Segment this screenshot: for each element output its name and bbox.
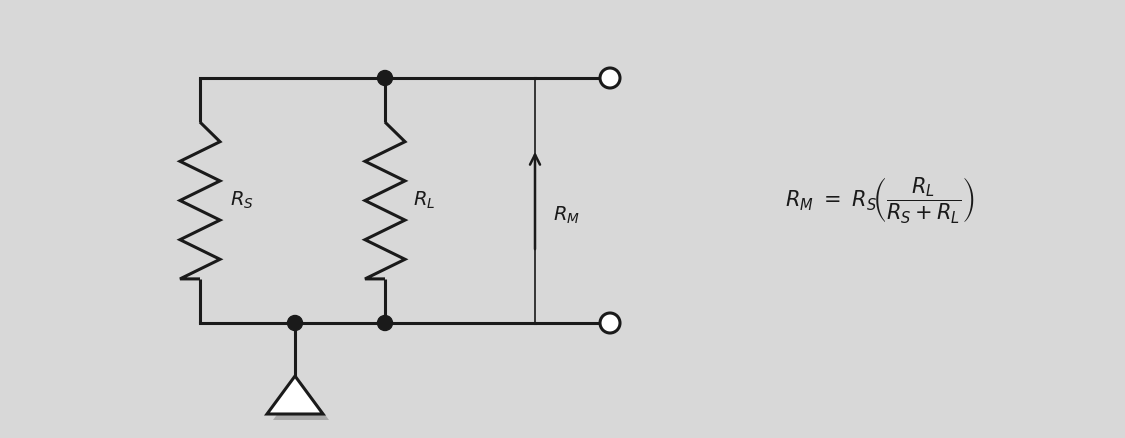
Circle shape bbox=[288, 315, 303, 331]
Polygon shape bbox=[273, 382, 328, 420]
Polygon shape bbox=[267, 376, 323, 414]
Text: $R_M \ = \ R_S\!\left(\dfrac{R_L}{R_S + R_L}\right)$: $R_M \ = \ R_S\!\left(\dfrac{R_L}{R_S + … bbox=[785, 175, 974, 225]
Text: $R_L$: $R_L$ bbox=[413, 190, 435, 211]
Text: $R_M$: $R_M$ bbox=[554, 205, 580, 226]
Circle shape bbox=[378, 315, 393, 331]
Text: $R_S$: $R_S$ bbox=[229, 190, 254, 211]
Circle shape bbox=[600, 313, 620, 333]
Circle shape bbox=[600, 68, 620, 88]
Circle shape bbox=[378, 71, 393, 85]
